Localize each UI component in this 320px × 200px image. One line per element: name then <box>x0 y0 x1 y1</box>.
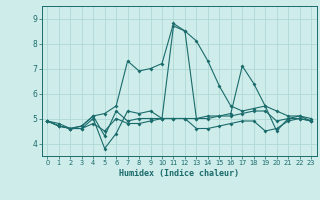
X-axis label: Humidex (Indice chaleur): Humidex (Indice chaleur) <box>119 169 239 178</box>
